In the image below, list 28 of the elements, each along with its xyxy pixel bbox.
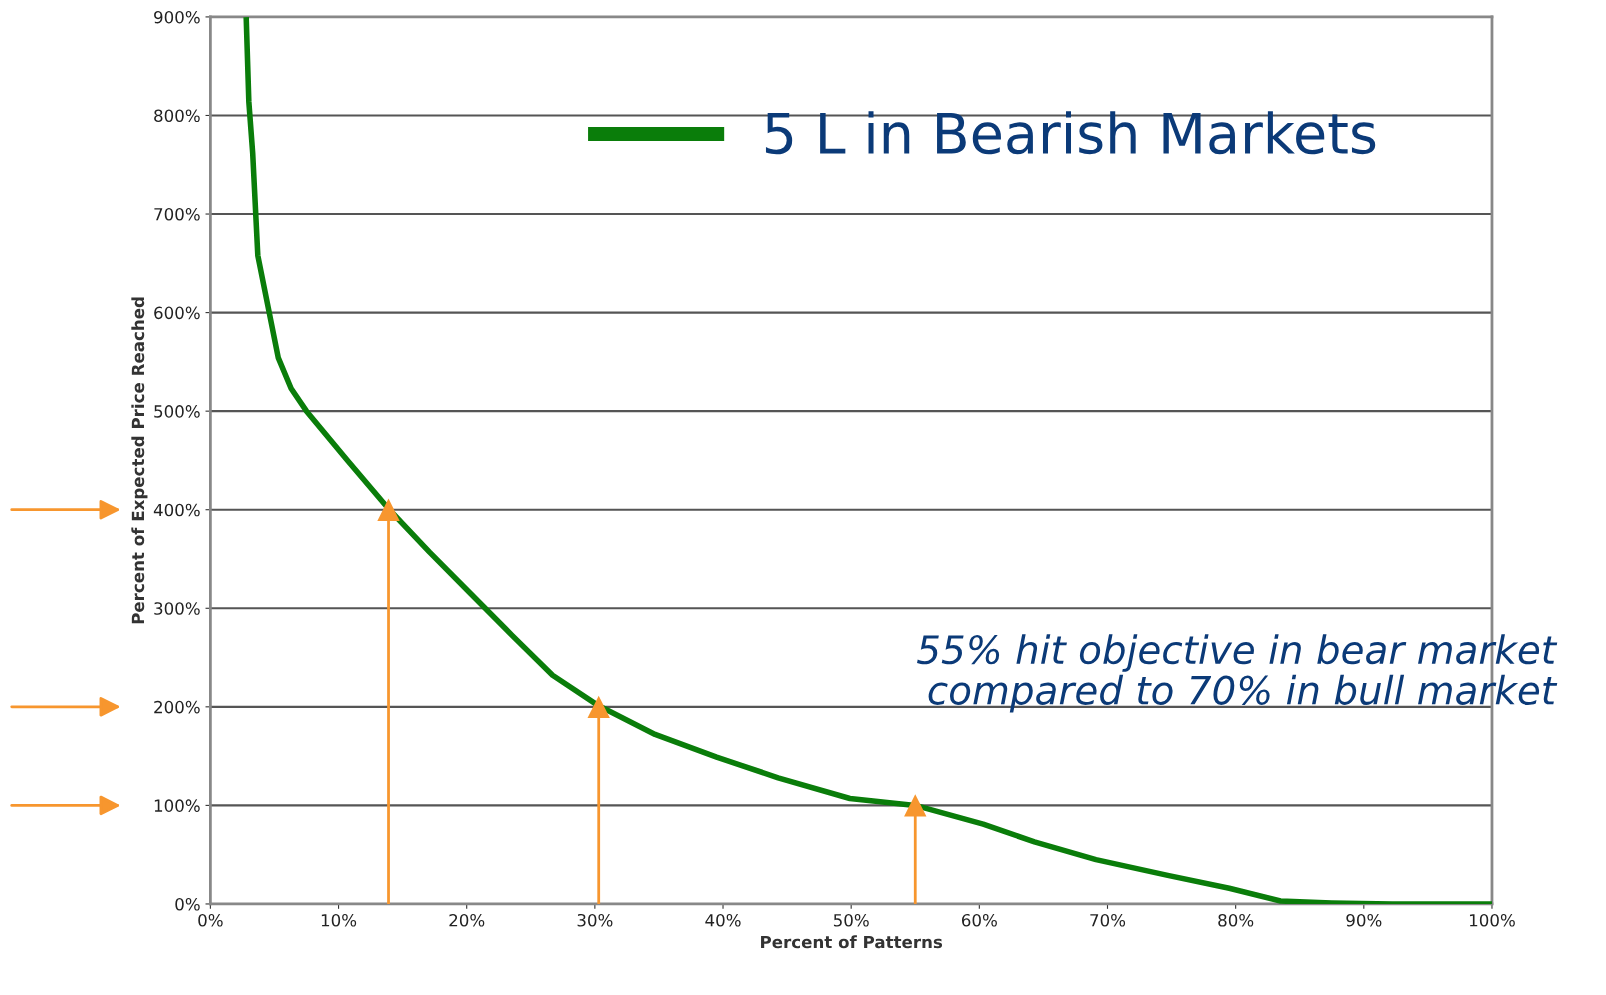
x-tick-label: 30% <box>577 913 613 927</box>
x-axis-title: Percent of Patterns <box>761 935 943 949</box>
y-axis-title: Percent of Expected Price Reached <box>131 297 148 624</box>
x-tick-label: 0% <box>198 913 223 927</box>
y-tick-label: 400% <box>153 503 200 517</box>
y-tick-label: 600% <box>154 306 200 320</box>
point <box>377 498 400 521</box>
y-tick-label: 800% <box>154 109 200 123</box>
x-tick-label: 10% <box>321 913 357 927</box>
y-tick-label: 700% <box>154 208 200 221</box>
y-tick-label: 500% <box>154 405 200 418</box>
x-tick-label: 60% <box>961 913 997 927</box>
annotation: 55% hit objective in bear market compared to 70% in bull market <box>917 634 1558 713</box>
y-tick-label: 100% <box>154 799 200 812</box>
point <box>904 794 927 817</box>
x-tick-label: 80% <box>1218 913 1254 927</box>
legend-label: 5 L in Bearish Markets <box>765 111 1376 155</box>
x-tick-label: 100% <box>1469 913 1515 927</box>
y-tick-label: 0% <box>175 897 200 911</box>
y-tick-label: 200% <box>154 700 200 714</box>
y-tick-label: 300% <box>154 602 200 615</box>
x-tick-label: 50% <box>833 913 869 927</box>
x-tick-label: 90% <box>1346 913 1382 927</box>
y-tick-label: 900% <box>154 10 200 24</box>
x-tick-label: 20% <box>449 913 485 927</box>
point <box>587 695 610 719</box>
x-tick-label: 40% <box>705 913 741 927</box>
x-tick-label: 70% <box>1090 913 1126 927</box>
